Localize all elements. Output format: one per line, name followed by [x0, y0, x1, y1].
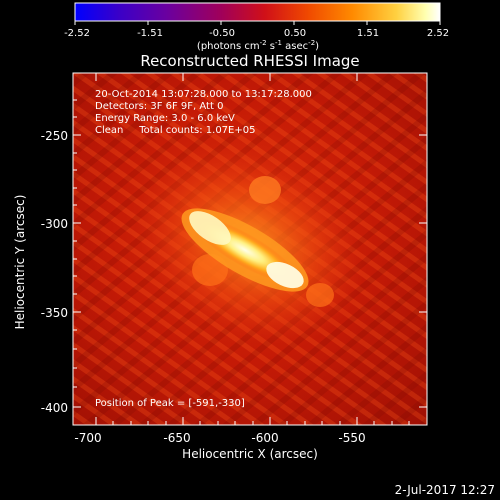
- x-tick-label: -700: [74, 431, 101, 445]
- y-tick-label: -350: [41, 306, 68, 320]
- x-tick-label: -600: [251, 431, 278, 445]
- colorbar-tick: 1.51: [357, 28, 379, 39]
- plot-title: Reconstructed RHESSI Image: [140, 52, 360, 70]
- colorbar-tick: 0.50: [284, 28, 306, 39]
- flare-image: [73, 73, 427, 425]
- colorbar-tick: -2.52: [64, 28, 90, 39]
- colorbar: [74, 2, 441, 22]
- colorbar-tick: -1.51: [137, 28, 163, 39]
- info-line: Clean Total counts: 1.07E+05: [95, 125, 255, 136]
- x-tick-label: -650: [163, 431, 190, 445]
- y-tick-label: -250: [41, 129, 68, 143]
- x-axis-label: Heliocentric X (arcsec): [182, 447, 318, 461]
- colorbar-area: -2.52 -1.51 -0.50 0.50 1.51 2.52 (photon…: [64, 2, 449, 52]
- y-axis-label: Heliocentric Y (arcsec): [13, 195, 27, 330]
- colorbar-tick: 2.52: [427, 28, 449, 39]
- info-line: 20-Oct-2014 13:07:28.000 to 13:17:28.000: [95, 89, 312, 100]
- y-tick-label: -300: [41, 217, 68, 231]
- x-tick-label: -550: [338, 431, 365, 445]
- info-line: Energy Range: 3.0 - 6.0 keV: [95, 113, 235, 124]
- peak-position-label: Position of Peak = [-591,-330]: [95, 398, 245, 409]
- colorbar-tick: -0.50: [209, 28, 235, 39]
- footer-timestamp: 2-Jul-2017 12:27: [395, 483, 495, 497]
- info-line: Detectors: 3F 6F 9F, Att 0: [95, 101, 223, 112]
- colorbar-units: (photons cm-2 s-1 asec-2): [197, 39, 319, 52]
- y-tick-label: -400: [41, 401, 68, 415]
